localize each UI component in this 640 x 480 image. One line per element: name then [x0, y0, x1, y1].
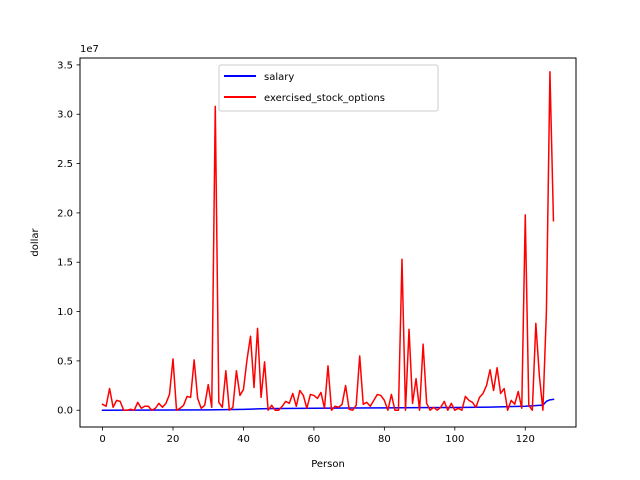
y-scale-label: 1e7 — [80, 44, 99, 55]
x-tick-label: 80 — [378, 434, 391, 445]
x-tick-label: 100 — [445, 434, 464, 445]
x-tick-label: 60 — [308, 434, 321, 445]
y-tick-label: 0.0 — [57, 406, 73, 417]
legend-box — [218, 64, 439, 112]
y-tick-label: 1.0 — [57, 307, 73, 318]
y-tick-label: 3.0 — [57, 110, 73, 121]
x-axis: 0 20 40 60 80 100 120 — [99, 427, 535, 445]
legend-label-exercised-stock-options: exercised_stock_options — [264, 93, 385, 104]
plot-frame — [79, 57, 577, 428]
y-tick-label: 2.0 — [57, 208, 73, 219]
y-tick-label: 0.5 — [57, 356, 73, 367]
x-tick-label: 0 — [99, 434, 105, 445]
y-tick-label: 3.5 — [57, 60, 73, 71]
x-axis-title: Person — [311, 459, 345, 470]
x-tick-label: 120 — [516, 434, 535, 445]
y-tick-label: 1.5 — [57, 258, 73, 269]
series-layer — [101, 71, 555, 411]
y-axis: 0.0 0.5 1.0 1.5 2.0 2.5 3.0 3.5 — [57, 60, 80, 417]
series-line-exercised-stock-options — [101, 71, 555, 411]
y-tick-label: 2.5 — [57, 159, 73, 170]
y-axis-title: dollar — [30, 227, 41, 256]
legend: salary exercised_stock_options — [218, 64, 439, 112]
x-tick-label: 20 — [167, 434, 180, 445]
x-tick-label: 40 — [237, 434, 250, 445]
legend-label-salary: salary — [264, 72, 294, 83]
